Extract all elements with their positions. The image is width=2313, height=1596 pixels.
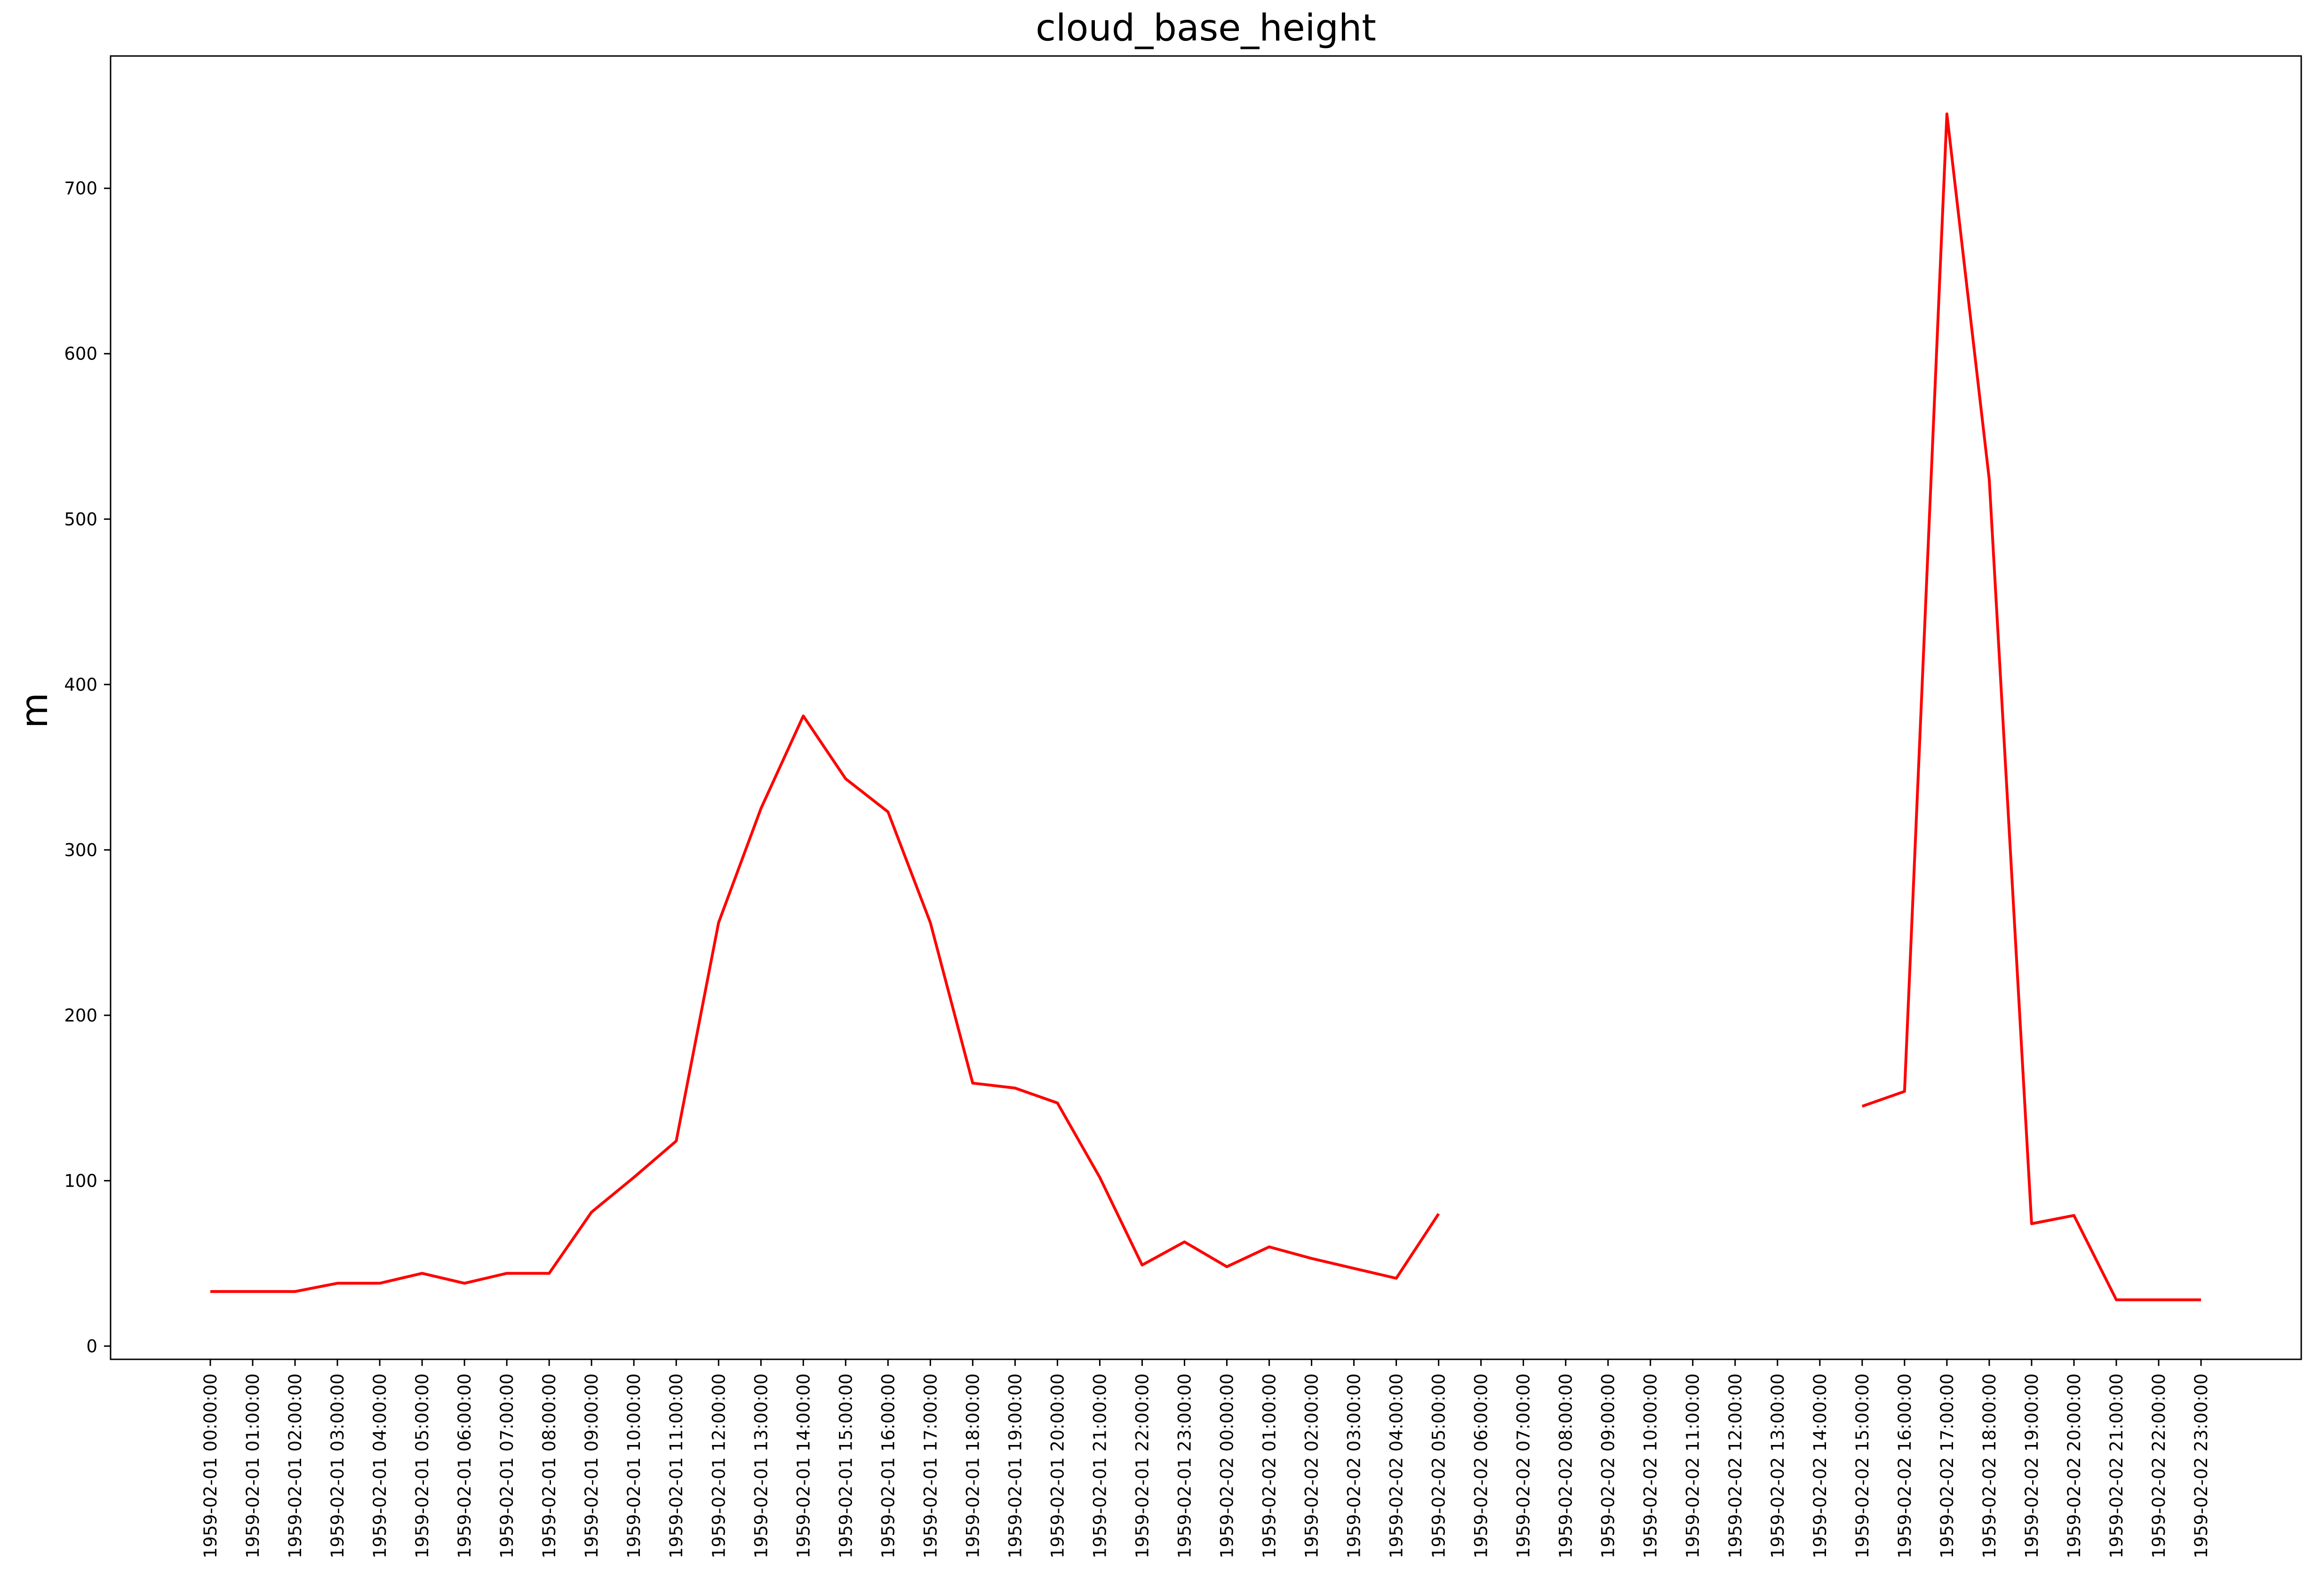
x-tick-label: 1959-02-02 13:00:00 [1768, 1373, 1788, 1558]
x-tick-label: 1959-02-02 16:00:00 [1895, 1373, 1915, 1558]
x-tick-label: 1959-02-02 11:00:00 [1683, 1373, 1703, 1558]
x-tick-label: 1959-02-02 07:00:00 [1514, 1373, 1534, 1558]
x-tick-label: 1959-02-02 04:00:00 [1387, 1373, 1407, 1558]
x-tick-label: 1959-02-01 17:00:00 [920, 1373, 941, 1558]
x-tick-label: 1959-02-02 10:00:00 [1641, 1373, 1661, 1558]
x-tick-label: 1959-02-02 22:00:00 [2149, 1373, 2169, 1558]
x-tick-label: 1959-02-02 05:00:00 [1429, 1373, 1449, 1558]
x-tick-label: 1959-02-01 20:00:00 [1047, 1373, 1068, 1558]
x-tick-label: 1959-02-01 08:00:00 [539, 1373, 559, 1558]
x-tick-label: 1959-02-02 06:00:00 [1471, 1373, 1491, 1558]
x-tick-label: 1959-02-01 18:00:00 [963, 1373, 983, 1558]
x-tick-label: 1959-02-01 16:00:00 [878, 1373, 898, 1558]
x-tick-label: 1959-02-02 01:00:00 [1260, 1373, 1280, 1558]
x-tick-label: 1959-02-01 03:00:00 [327, 1373, 348, 1558]
x-tick-label: 1959-02-01 10:00:00 [624, 1373, 644, 1558]
series-lines [210, 112, 2201, 1301]
x-axis-ticks: 1959-02-01 00:00:00 1959-02-01 01:00:00 19… [200, 1359, 2211, 1558]
plot-area-frame [110, 55, 2302, 1360]
x-tick-label: 1959-02-02 02:00:00 [1302, 1373, 1322, 1558]
x-tick-label: 1959-02-02 15:00:00 [1852, 1373, 1873, 1558]
x-tick-label: 1959-02-02 18:00:00 [1979, 1373, 2000, 1558]
x-tick-label: 1959-02-02 20:00:00 [2064, 1373, 2084, 1558]
y-tick-label: 700 [64, 178, 97, 199]
x-tick-label: 1959-02-01 04:00:00 [370, 1373, 390, 1558]
y-axis-label: m [14, 693, 56, 728]
x-tick-label: 1959-02-02 19:00:00 [2022, 1373, 2042, 1558]
x-tick-label: 1959-02-01 00:00:00 [200, 1373, 221, 1558]
x-tick-label: 1959-02-02 14:00:00 [1810, 1373, 1830, 1558]
y-axis-ticks: 0 100 200 300 400 500 600 700 [64, 178, 111, 1357]
x-tick-label: 1959-02-01 05:00:00 [412, 1373, 432, 1558]
x-tick-label: 1959-02-02 03:00:00 [1344, 1373, 1364, 1558]
x-tick-label: 1959-02-02 09:00:00 [1598, 1373, 1619, 1558]
y-tick-label: 400 [64, 675, 97, 695]
chart-title: cloud_base_height [1036, 7, 1376, 49]
x-tick-label: 1959-02-01 06:00:00 [455, 1373, 475, 1558]
y-tick-label: 0 [86, 1336, 97, 1357]
x-tick-label: 1959-02-01 13:00:00 [751, 1373, 771, 1558]
x-tick-label: 1959-02-02 08:00:00 [1556, 1373, 1576, 1558]
x-tick-label: 1959-02-01 14:00:00 [793, 1373, 814, 1558]
y-tick-label: 200 [64, 1005, 97, 1026]
y-tick-label: 500 [64, 509, 97, 529]
x-tick-label: 1959-02-01 07:00:00 [497, 1373, 517, 1558]
x-tick-label: 1959-02-01 01:00:00 [243, 1373, 263, 1558]
x-tick-label: 1959-02-01 09:00:00 [582, 1373, 602, 1558]
x-tick-label: 1959-02-01 11:00:00 [666, 1373, 686, 1558]
x-tick-label: 1959-02-01 12:00:00 [709, 1373, 729, 1558]
x-tick-label: 1959-02-01 21:00:00 [1090, 1373, 1110, 1558]
series-line-segment [210, 714, 1440, 1293]
x-tick-label: 1959-02-01 19:00:00 [1005, 1373, 1025, 1558]
y-tick-label: 300 [64, 840, 97, 860]
x-tick-label: 1959-02-02 17:00:00 [1937, 1373, 1957, 1558]
x-tick-label: 1959-02-01 22:00:00 [1132, 1373, 1152, 1558]
y-tick-label: 600 [64, 344, 97, 364]
x-tick-label: 1959-02-02 12:00:00 [1725, 1373, 1746, 1558]
x-tick-label: 1959-02-02 21:00:00 [2106, 1373, 2127, 1558]
x-tick-label: 1959-02-01 15:00:00 [836, 1373, 856, 1558]
series-line-segment [1861, 112, 2201, 1301]
x-tick-label: 1959-02-01 02:00:00 [285, 1373, 305, 1558]
x-tick-label: 1959-02-01 23:00:00 [1174, 1373, 1195, 1558]
x-tick-label: 1959-02-02 00:00:00 [1217, 1373, 1237, 1558]
x-tick-label: 1959-02-02 23:00:00 [2191, 1373, 2211, 1558]
y-tick-label: 100 [64, 1171, 97, 1191]
